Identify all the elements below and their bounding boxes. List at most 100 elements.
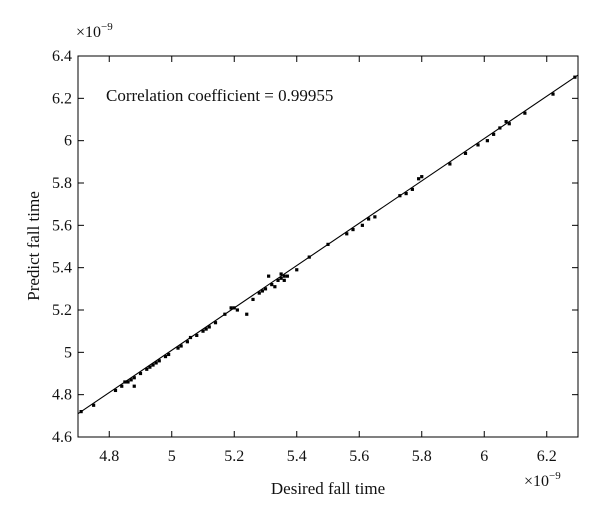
data-point: [270, 283, 274, 287]
y-multiplier-base: ×10: [76, 24, 101, 41]
data-point: [267, 274, 271, 278]
data-point: [360, 223, 364, 227]
data-point: [257, 291, 261, 295]
data-point: [235, 308, 239, 312]
correlation-annotation: Correlation coefficient = 0.99955: [106, 86, 333, 105]
data-point: [282, 278, 286, 282]
y-tick-label: 5.8: [52, 175, 72, 192]
data-point: [367, 217, 371, 221]
data-point: [154, 361, 158, 365]
data-point: [179, 344, 183, 348]
data-point: [417, 177, 421, 181]
data-point: [148, 365, 152, 369]
data-point: [345, 232, 349, 236]
y-tick-label: 6.4: [52, 48, 72, 65]
data-point: [251, 297, 255, 302]
data-point: [123, 380, 127, 384]
data-point: [485, 139, 489, 143]
data-point: [351, 227, 355, 232]
data-point: [157, 359, 161, 363]
y-tick-labels: 4.6 4.8 5 5.2 5.4 5.6 5.8 6 6.2 6.4: [52, 48, 72, 446]
data-point: [448, 162, 452, 166]
data-point: [263, 287, 268, 291]
x-axis-label: Desired fall time: [271, 479, 385, 498]
data-point: [92, 403, 96, 407]
data-point: [113, 388, 118, 393]
data-point: [167, 352, 171, 357]
x-tick-label: 6.2: [537, 448, 557, 465]
data-point: [120, 384, 124, 388]
data-point: [273, 285, 277, 289]
y-tick-label: 5.6: [52, 217, 72, 234]
data-point: [507, 122, 511, 126]
data-point: [245, 312, 249, 316]
data-point: [151, 363, 155, 367]
y-tick-label: 5.4: [52, 260, 72, 277]
x-multiplier-base: ×10: [524, 473, 549, 490]
x-tick-label: 6: [480, 448, 488, 465]
x-tick-label: 5: [168, 448, 176, 465]
data-point: [229, 306, 233, 310]
data-point: [204, 327, 208, 331]
y-multiplier-exponent: −9: [101, 21, 113, 33]
y-tick-label: 6: [64, 133, 72, 150]
data-point: [373, 215, 377, 219]
data-point: [285, 274, 289, 278]
x-tick-label: 5.8: [412, 448, 432, 465]
x-tick-label: 4.8: [99, 448, 119, 465]
y-tick-label: 4.6: [52, 429, 72, 446]
data-point: [307, 255, 311, 259]
data-point: [326, 242, 330, 246]
x-multiplier-exponent: −9: [549, 470, 561, 482]
y-tick-label: 5: [64, 344, 72, 361]
data-point: [551, 92, 555, 96]
points-layer: [79, 75, 577, 414]
y-axis-multiplier: ×10−9: [76, 21, 113, 41]
data-point: [176, 346, 180, 350]
data-point: [207, 325, 211, 329]
data-point: [523, 111, 527, 115]
y-tick-label: 5.2: [52, 302, 72, 319]
data-point: [404, 191, 408, 196]
data-point: [213, 321, 218, 325]
data-point: [504, 120, 508, 124]
data-point: [282, 274, 286, 278]
data-point: [79, 410, 83, 414]
data-point: [138, 371, 143, 376]
data-point: [492, 132, 496, 136]
data-point: [163, 354, 168, 359]
data-point: [260, 289, 264, 293]
data-point: [476, 143, 480, 147]
y-tick-label: 4.8: [52, 387, 72, 404]
data-point: [201, 329, 205, 333]
plot-frame: [77, 55, 579, 438]
ticks-layer: [78, 55, 578, 438]
data-point: [498, 126, 502, 130]
data-point: [463, 151, 468, 155]
data-point: [132, 376, 136, 380]
data-point: [295, 268, 299, 272]
x-axis-multiplier: ×10−9: [524, 470, 561, 490]
x-tick-labels: 4.8 5 5.2 5.4 5.6 5.8 6 6.2: [99, 448, 557, 465]
data-point: [420, 175, 424, 179]
y-tick-label: 6.2: [52, 90, 72, 107]
data-point: [232, 306, 236, 310]
data-point: [195, 333, 199, 337]
data-point: [279, 272, 283, 276]
data-point: [398, 194, 402, 198]
data-point: [573, 75, 577, 79]
data-point: [188, 335, 193, 340]
data-point: [126, 380, 130, 384]
data-point: [223, 312, 227, 316]
x-tick-label: 5.2: [224, 448, 244, 465]
x-tick-label: 5.4: [287, 448, 307, 465]
data-point: [132, 384, 136, 388]
x-tick-label: 5.6: [349, 448, 369, 465]
data-point: [276, 278, 280, 282]
y-axis-label: Predict fall time: [24, 191, 43, 301]
data-point: [279, 276, 283, 280]
data-point: [185, 340, 189, 344]
data-point: [410, 187, 414, 191]
